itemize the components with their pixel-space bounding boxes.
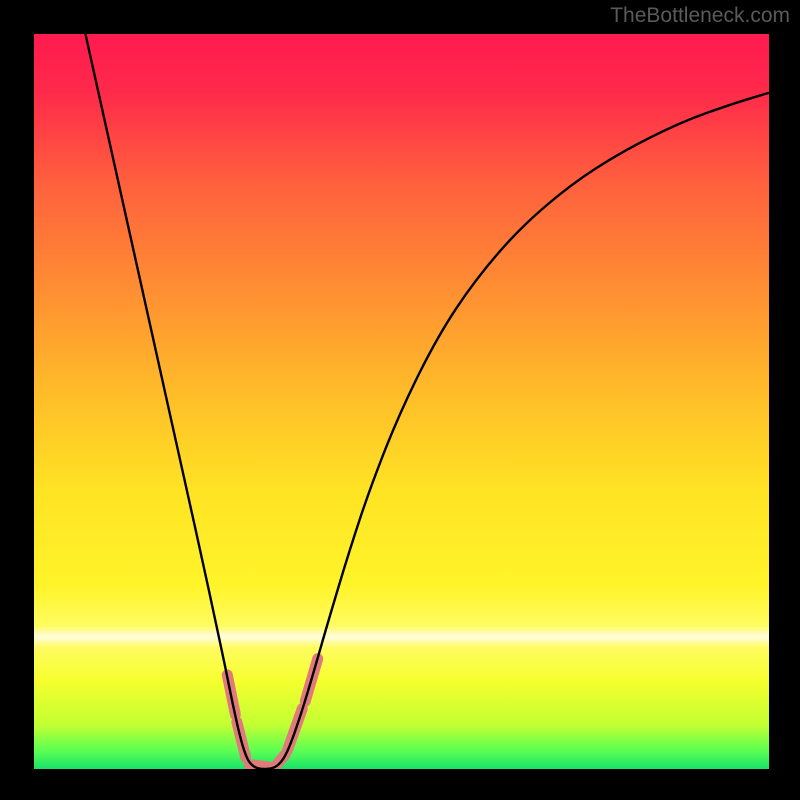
plot-background — [34, 34, 769, 769]
bottleneck-chart — [0, 0, 800, 800]
watermark-text: TheBottleneck.com — [610, 4, 790, 28]
